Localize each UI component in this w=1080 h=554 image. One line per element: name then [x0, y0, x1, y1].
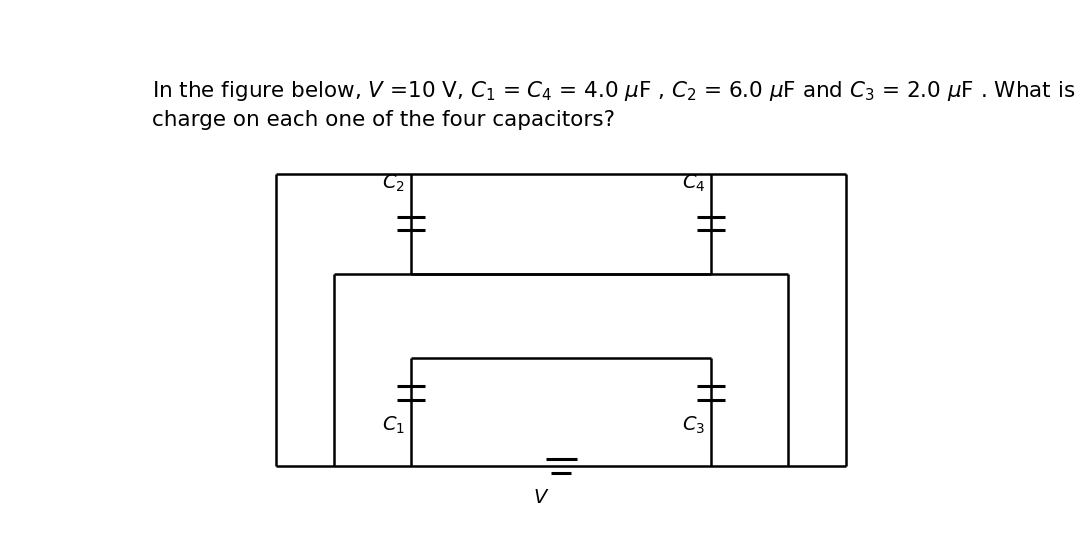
Text: charge on each one of the four capacitors?: charge on each one of the four capacitor…	[151, 110, 615, 130]
Text: In the figure below, $V$ =10 V, $C_1$ = $C_4$ = 4.0 $\mu$F , $C_2$ = 6.0 $\mu$F : In the figure below, $V$ =10 V, $C_1$ = …	[151, 79, 1080, 103]
Text: $V$: $V$	[534, 488, 550, 507]
Text: $C_3$: $C_3$	[683, 414, 705, 436]
Text: $C_4$: $C_4$	[681, 173, 705, 194]
Text: $C_1$: $C_1$	[382, 414, 405, 436]
Text: $C_2$: $C_2$	[382, 173, 405, 194]
